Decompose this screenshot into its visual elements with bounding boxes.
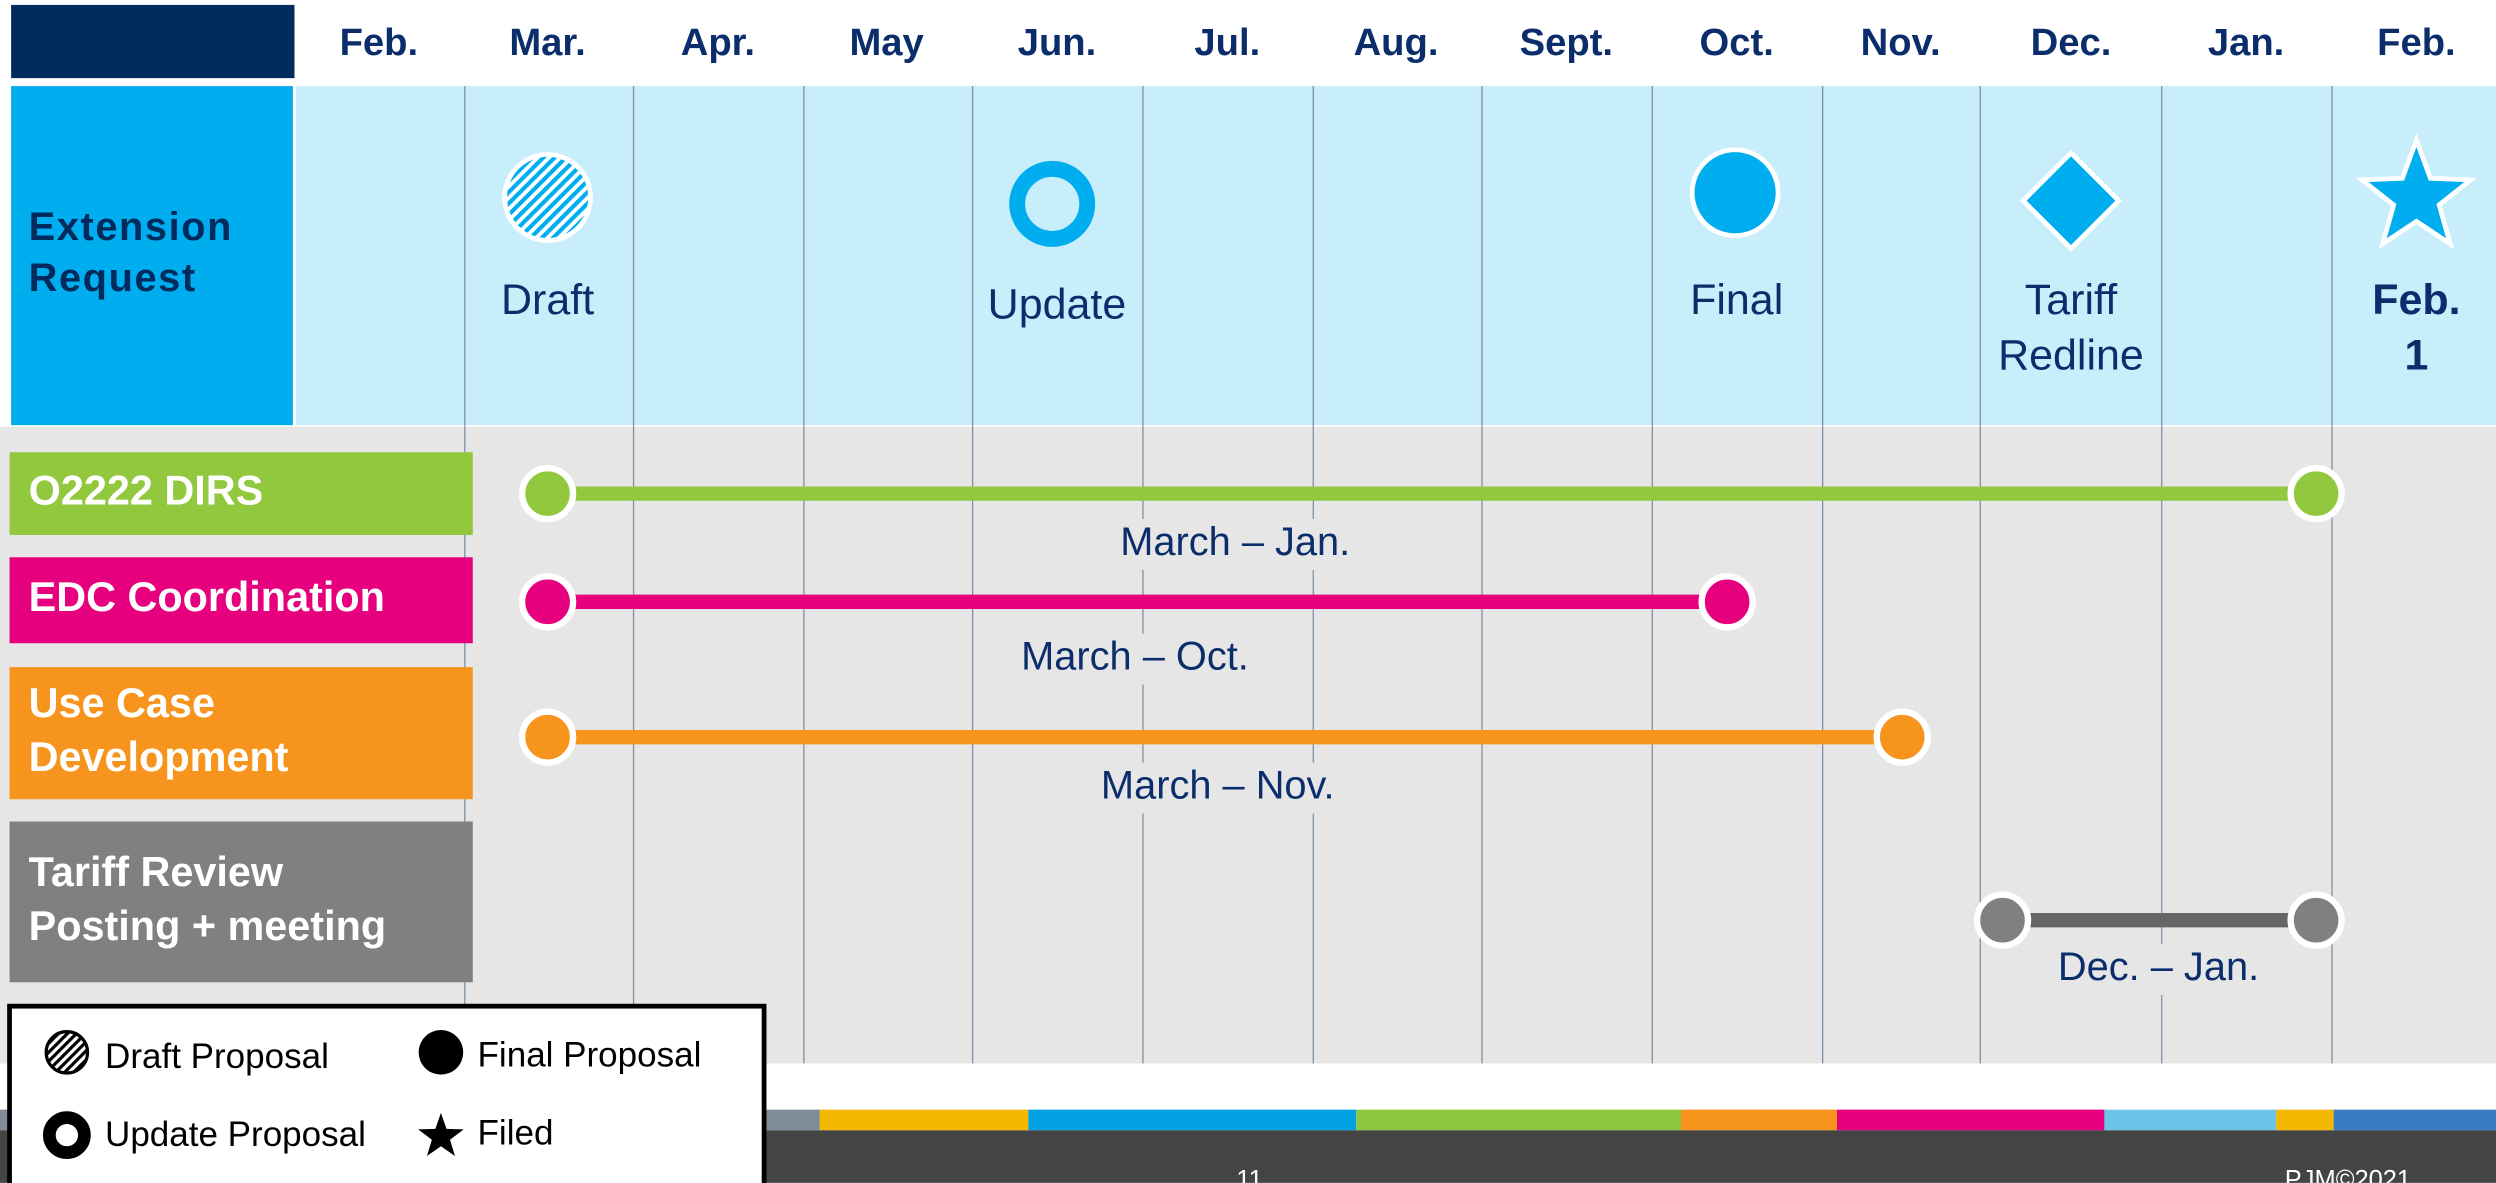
- task-endpoint: [2287, 891, 2345, 949]
- month-label: Aug.: [1354, 21, 1439, 64]
- month-label: Jul.: [1194, 21, 1260, 64]
- task-label: O2222 DIRS: [29, 468, 264, 514]
- month-label: Jun.: [1018, 21, 1097, 64]
- legend-box: [7, 1003, 767, 1183]
- stripe-segment: [819, 1109, 1029, 1131]
- stripe-segment: [1356, 1109, 1681, 1131]
- month-label: Feb.: [340, 21, 419, 64]
- task-label: Posting + meeting: [29, 903, 387, 949]
- range-bg: [1098, 762, 1338, 814]
- legend-label: Filed: [478, 1113, 554, 1152]
- task-range: March – Oct.: [1021, 635, 1249, 679]
- milestone-label: Tariff: [2025, 276, 2117, 324]
- range-bg: [1115, 519, 1355, 571]
- extension-label: Extension: [29, 205, 233, 249]
- task-label: EDC Coordination: [29, 574, 385, 620]
- draft-symbol: [502, 152, 593, 243]
- milestone-label: Final: [1690, 276, 1783, 324]
- legend-draft: [44, 1030, 90, 1075]
- month-label: Jan.: [2208, 21, 2284, 64]
- tariff-symbol: [2019, 149, 2123, 252]
- month-label: Sept.: [1520, 21, 1613, 64]
- month-label: Nov.: [1861, 21, 1941, 64]
- task-endpoint: [1698, 573, 1756, 631]
- milestone-label: Update: [988, 281, 1127, 329]
- task-label: Tariff Review: [29, 849, 284, 895]
- filed-symbol: [2355, 133, 2478, 250]
- task-box: [9, 557, 473, 644]
- legend-label: Update Proposal: [105, 1115, 366, 1154]
- legend-filed: [418, 1112, 464, 1156]
- task-range: March – Jan.: [1120, 520, 1350, 564]
- month-label: Oct.: [1700, 21, 1774, 64]
- milestone-label: Draft: [501, 276, 594, 324]
- task-endpoint: [518, 464, 577, 523]
- task-range: Dec. – Jan.: [2058, 945, 2259, 989]
- legend-label: Draft Proposal: [105, 1037, 329, 1076]
- task-box: [9, 821, 473, 983]
- range-bg: [2039, 944, 2278, 996]
- stripe-segment: [2276, 1109, 2334, 1131]
- month-label: Dec.: [2031, 21, 2112, 64]
- milestone-label: 1: [2404, 332, 2428, 380]
- extension-band: [296, 86, 2496, 426]
- task-endpoint: [1973, 891, 2032, 949]
- task-endpoint: [518, 708, 577, 766]
- stripe-segment: [1680, 1109, 1837, 1131]
- task-range: March – Nov.: [1101, 764, 1335, 808]
- task-label: Use Case: [29, 680, 215, 726]
- milestone-label: Feb.: [2372, 276, 2460, 324]
- month-label: May: [850, 21, 925, 64]
- page-number: 11: [1236, 1166, 1262, 1183]
- task-box: [9, 452, 473, 535]
- update-symbol: [1009, 160, 1096, 247]
- extension-label: Request: [29, 256, 197, 300]
- task-endpoint: [2287, 464, 2345, 523]
- stripe-segment: [1028, 1109, 1357, 1131]
- legend-label: Final Proposal: [478, 1035, 702, 1074]
- legend-update: [42, 1111, 91, 1159]
- month-label: Apr.: [681, 21, 755, 64]
- task-endpoint: [1873, 708, 1931, 766]
- milestone-label: Redline: [1998, 332, 2144, 380]
- stripe-segment: [1836, 1109, 2105, 1131]
- task-endpoint: [518, 573, 577, 631]
- legend-final: [418, 1030, 464, 1075]
- extension-box: [11, 86, 293, 426]
- stripe-segment: [2104, 1109, 2277, 1131]
- month-label: Feb.: [2377, 21, 2456, 64]
- range-bg: [1015, 633, 1255, 685]
- month-label: Mar.: [509, 21, 585, 64]
- final-symbol: [1689, 147, 1781, 239]
- task-box: [9, 667, 473, 800]
- header-corner: [11, 4, 295, 79]
- stripe-segment: [2333, 1109, 2496, 1131]
- task-label: Development: [29, 734, 289, 780]
- copyright: PJM©2021: [2285, 1166, 2411, 1183]
